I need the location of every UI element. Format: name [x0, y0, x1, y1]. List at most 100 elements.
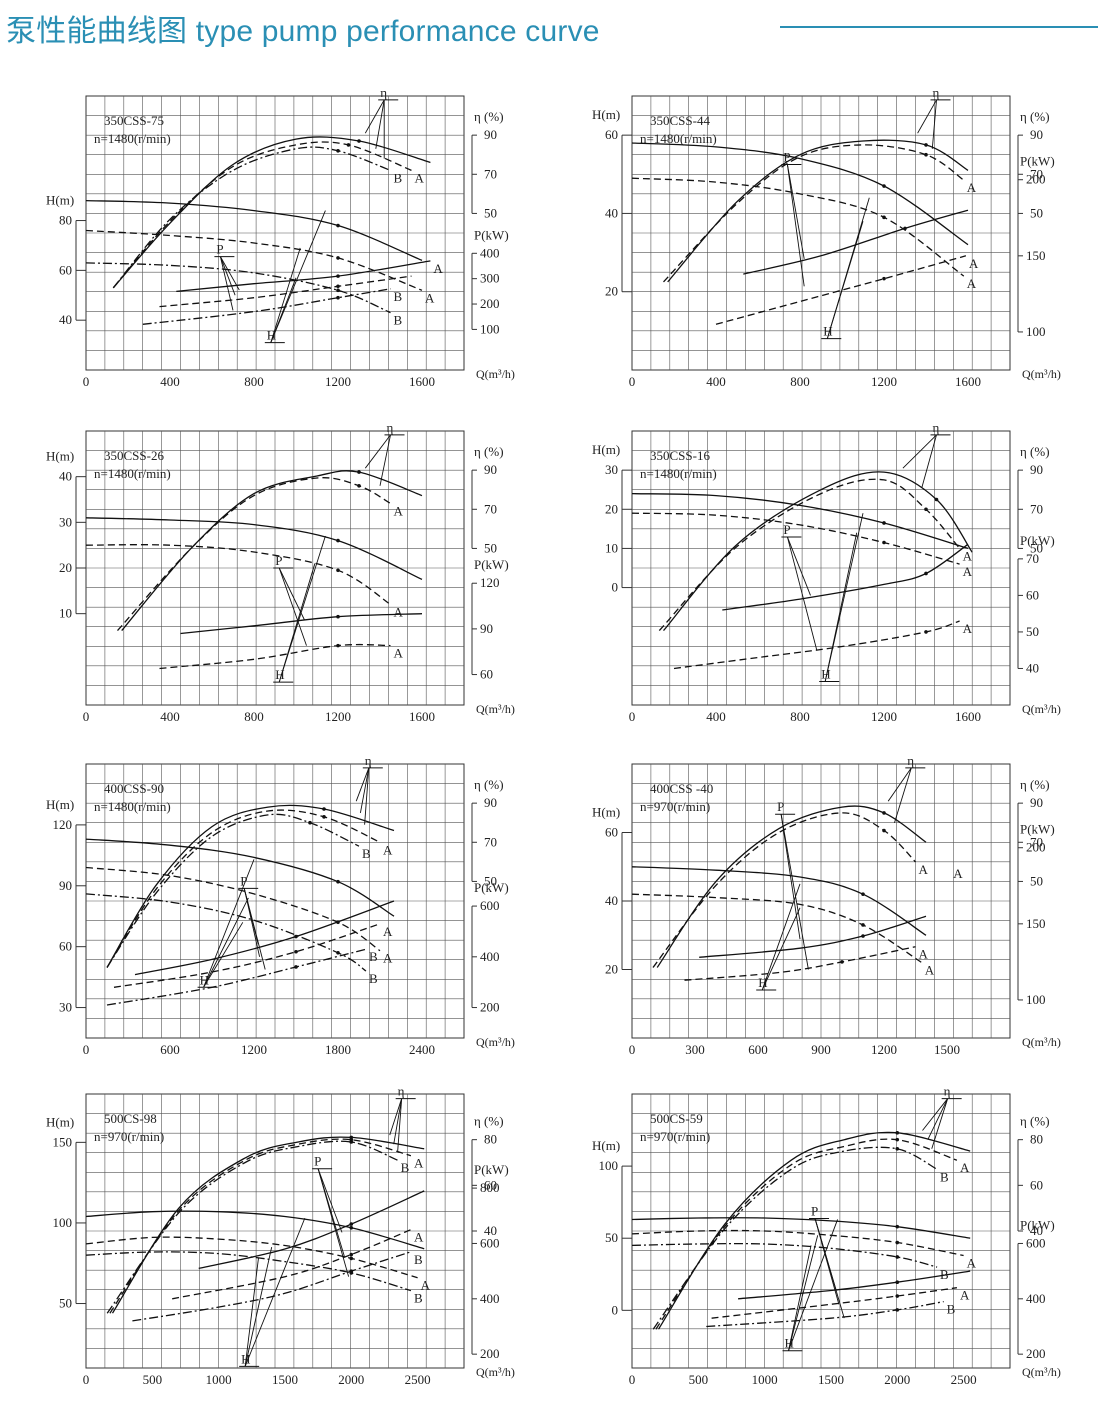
speed-label: n=1480(r/min): [640, 466, 717, 481]
callout-leader: [788, 1245, 812, 1351]
callout-leader: [814, 1218, 845, 1319]
curve-point: [349, 1252, 354, 1257]
curve-h-dashdot: [631, 1242, 938, 1268]
h-tick-label: 20: [605, 284, 618, 299]
eff-tick-label: 60: [484, 1177, 497, 1192]
callout-leader: [921, 434, 937, 488]
eff-tick-label: 70: [1030, 166, 1043, 181]
x-tick-label: 1600: [955, 709, 981, 724]
x-tick-label: 2500: [405, 1372, 431, 1387]
curve-point: [294, 965, 298, 969]
p-tick-label: 50: [1026, 624, 1039, 639]
callout-leader: [219, 256, 236, 296]
curve-point: [882, 828, 886, 833]
curve-h-solid: [631, 866, 927, 936]
callout-leader: [203, 897, 249, 988]
callout-leader: [389, 1098, 403, 1136]
x-tick-label: 0: [629, 709, 636, 724]
callout-h-label: H: [200, 972, 209, 987]
curve-point: [322, 815, 326, 819]
p-tick-label: 200: [1026, 1346, 1046, 1361]
callout-eta-label: η: [944, 1084, 951, 1099]
callout-p-label: P: [783, 522, 790, 537]
eff-tick-label: 50: [1030, 540, 1043, 555]
curve-p-dashdot: [132, 1251, 412, 1322]
x-tick-label: 1200: [325, 709, 351, 724]
curve-point: [861, 892, 865, 896]
curve-p-dashdot: [106, 948, 367, 1006]
curve-point: [308, 820, 312, 825]
p-tick-label: 60: [480, 667, 493, 682]
curve-h-dashdot: [85, 893, 367, 972]
x-tick-label: 1500: [818, 1372, 844, 1387]
curve-label-eff: A: [394, 503, 404, 518]
callout-leader: [317, 1168, 350, 1277]
speed-label: n=970(r/min): [94, 1129, 164, 1144]
callout-h-label: H: [823, 324, 832, 339]
callout-leader: [355, 767, 370, 802]
h-tick-label: 30: [605, 462, 618, 477]
p-axis-label: P(kW): [1020, 154, 1055, 169]
eff-axis-label: η (%): [1020, 1114, 1050, 1129]
curve-label-p: A: [394, 646, 404, 661]
curve-label-eff: A: [414, 1156, 424, 1171]
eff-tick-label: 70: [484, 166, 497, 181]
curve-label-eff: B: [940, 1169, 949, 1184]
curve-label-h: B: [414, 1291, 423, 1306]
curve-p-dashdot: [142, 288, 391, 325]
chart-400css-90: 400CSS-90 n=1480(r/min) 30 60 90 120 H(m) 50 70 9…: [46, 753, 515, 1057]
h-tick-label: 150: [53, 1134, 73, 1149]
callout-leader: [786, 164, 805, 287]
h-tick-label: 10: [605, 540, 618, 555]
p-tick-label: 70: [1026, 551, 1039, 566]
h-tick-label: 90: [59, 878, 72, 893]
callout-leader: [761, 907, 801, 991]
callout-leader: [364, 767, 370, 825]
curve-label-p: A: [960, 1288, 970, 1303]
curve-label-p: A: [969, 256, 979, 271]
x-tick-label: 0: [83, 1042, 90, 1057]
h-tick-label: 50: [59, 1296, 72, 1311]
h-axis-label: H(m): [592, 442, 620, 457]
curve-h-solid: [85, 838, 395, 917]
curve-point: [322, 807, 326, 811]
curve-point: [895, 1147, 900, 1151]
curve-point: [336, 274, 340, 278]
page-header: 泵性能曲线图 type pump performance curve: [0, 0, 1100, 60]
curve-eff-solid: [106, 804, 395, 968]
callout-h-label: H: [267, 328, 276, 343]
speed-label: n=1480(r/min): [94, 131, 171, 146]
callout-leader: [894, 767, 912, 823]
callout-leader: [788, 1235, 819, 1351]
eff-tick-label: 50: [1030, 205, 1043, 220]
curve-point: [336, 288, 340, 293]
curve-h-solid: [631, 1217, 971, 1239]
curve-label-h: A: [967, 276, 977, 291]
callout-leader: [317, 1168, 343, 1233]
curve-point: [924, 571, 928, 576]
curve-eff-dashdot: [112, 146, 391, 289]
curve-eff-dash: [112, 141, 412, 289]
callout-leader: [359, 767, 370, 814]
eff-tick-label: 70: [1030, 834, 1043, 849]
callout-leader: [220, 256, 240, 291]
x-tick-label: 1000: [752, 1372, 778, 1387]
x-tick-label: 0: [629, 374, 636, 389]
x-tick-label: 0: [83, 709, 90, 724]
speed-label: n=970(r/min): [640, 1129, 710, 1144]
curve-point: [882, 276, 886, 281]
curve-point: [895, 1280, 900, 1285]
curve-point: [882, 811, 886, 815]
x-tick-label: 800: [244, 709, 264, 724]
eff-tick-label: 90: [1030, 795, 1043, 810]
callout-leader: [826, 221, 864, 339]
curve-point: [357, 470, 361, 474]
curve-point: [924, 152, 928, 157]
curve-eff-dash: [117, 477, 391, 632]
p-tick-label: 400: [480, 949, 500, 964]
h-tick-label: 20: [605, 501, 618, 516]
callout-p-label: P: [216, 242, 223, 257]
model-label: 350CSS-44: [650, 113, 710, 128]
curve-label-eff: B: [362, 846, 371, 861]
h-tick-label: 40: [605, 205, 618, 220]
